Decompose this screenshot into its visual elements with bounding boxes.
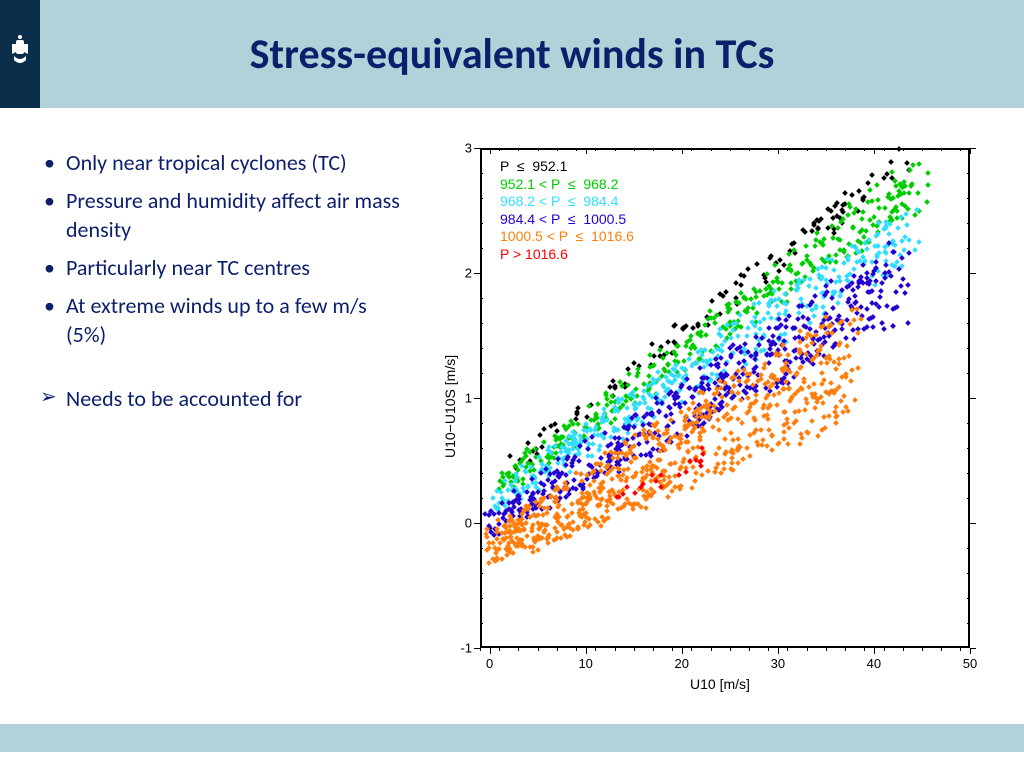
crest-icon [6,34,34,74]
legend-entry: P > 1016.6 [500,246,634,264]
bullet-item: Particularly near TC centres [40,253,410,283]
legend-entry: 968.2 < P ≤ 984.4 [500,193,634,211]
footer-bar [0,724,1024,752]
y-tick-label: 1 [444,391,472,406]
y-tick-label: 3 [444,141,472,156]
bullet-item: Only near tropical cyclones (TC) [40,148,410,178]
y-tick-label: 0 [444,516,472,531]
x-tick-label: 40 [867,656,881,671]
bullet-item: At extreme winds up to a few m/s (5%) [40,291,410,350]
y-tick-label: -1 [444,641,472,656]
x-tick-label: 50 [963,656,977,671]
y-axis-label: U10−U10S [m/s] [442,355,458,458]
x-tick-label: 10 [578,656,592,671]
x-tick-label: 0 [486,656,493,671]
page-title: Stress-equivalent winds in TCs [250,29,775,80]
legend-entry: 1000.5 < P ≤ 1016.6 [500,228,634,246]
x-tick-label: 30 [771,656,785,671]
x-axis-label: U10 [m/s] [690,676,750,692]
bullet-conclusion: Needs to be accounted for [40,384,410,414]
header-bar: Stress-equivalent winds in TCs [0,0,1024,108]
bullet-item: Pressure and humidity affect air mass de… [40,186,410,245]
x-tick-label: 20 [675,656,689,671]
content-area: Only near tropical cyclones (TC) Pressur… [0,108,1024,698]
legend-entry: 952.1 < P ≤ 968.2 [500,176,634,194]
chart-legend: P ≤ 952.1952.1 < P ≤ 968.2968.2 < P ≤ 98… [500,158,634,263]
scatter-chart: U10−U10S [m/s] U10 [m/s] P ≤ 952.1952.1 … [430,138,990,698]
y-tick-label: 2 [444,266,472,281]
bullet-list: Only near tropical cyclones (TC) Pressur… [40,138,410,698]
logo-strip [0,0,40,108]
legend-entry: P ≤ 952.1 [500,158,634,176]
legend-entry: 984.4 < P ≤ 1000.5 [500,211,634,229]
